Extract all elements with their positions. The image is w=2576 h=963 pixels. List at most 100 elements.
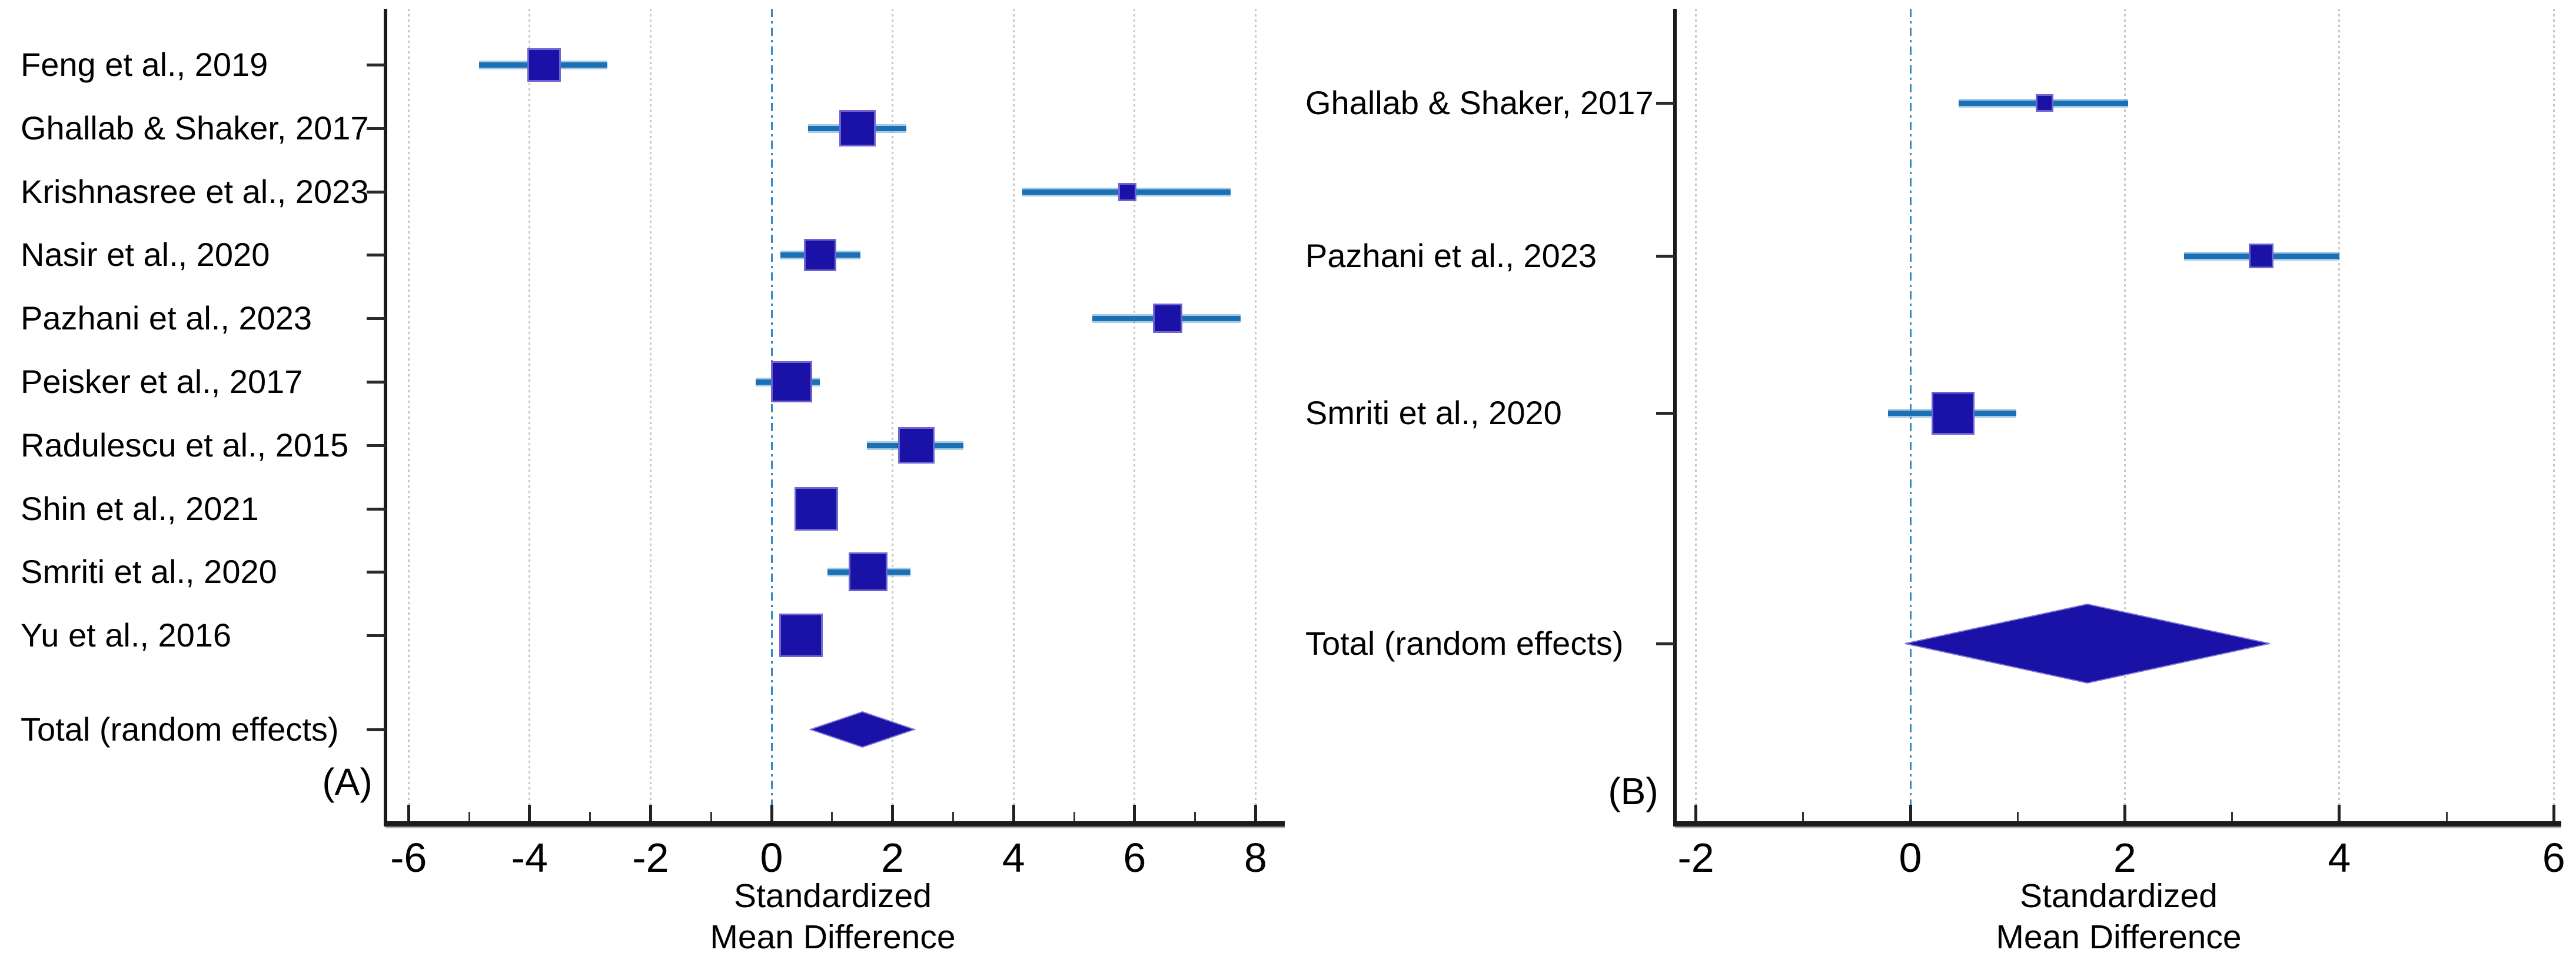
x-axis-title-line: Standardized bbox=[2020, 877, 2218, 915]
row-tick bbox=[367, 634, 385, 637]
zero-reference-line bbox=[770, 9, 773, 821]
x-tick bbox=[528, 805, 531, 821]
gridline bbox=[2338, 9, 2341, 821]
study-label: Pazhani et al., 2023 bbox=[1305, 237, 1597, 274]
gridline bbox=[1134, 9, 1136, 821]
x-tick-label: 4 bbox=[2328, 835, 2351, 881]
effect-size-square bbox=[1153, 304, 1183, 333]
effect-size-square bbox=[779, 614, 823, 657]
study-label: Smriti et al., 2020 bbox=[1305, 394, 1562, 431]
row-tick bbox=[1656, 254, 1675, 258]
x-minor-tick bbox=[589, 812, 591, 821]
x-tick bbox=[1012, 805, 1015, 821]
x-minor-tick bbox=[468, 812, 470, 821]
x-tick-label: 2 bbox=[881, 835, 905, 881]
x-tick-label: 2 bbox=[2113, 835, 2136, 881]
x-tick bbox=[1133, 805, 1136, 821]
x-tick bbox=[2552, 805, 2555, 821]
x-minor-tick bbox=[1194, 812, 1196, 821]
summary-diamond bbox=[1903, 602, 2272, 688]
x-minor-tick bbox=[710, 812, 712, 821]
x-tick bbox=[891, 805, 895, 821]
summary-diamond-shape bbox=[808, 711, 916, 748]
effect-size-square bbox=[803, 238, 836, 271]
x-tick-label: 6 bbox=[1123, 835, 1146, 881]
row-tick bbox=[1656, 411, 1675, 415]
study-label: Pazhani et al., 2023 bbox=[21, 299, 313, 336]
effect-size-square bbox=[1932, 391, 1975, 435]
row-tick bbox=[367, 444, 385, 447]
row-tick bbox=[367, 380, 385, 384]
x-minor-tick bbox=[1073, 812, 1075, 821]
effect-size-square bbox=[770, 361, 812, 402]
x-axis-title-line: Mean Difference bbox=[710, 918, 956, 956]
y-axis-spine bbox=[1673, 9, 1677, 827]
gridline bbox=[2123, 9, 2126, 821]
effect-size-square bbox=[795, 487, 839, 531]
total-label: Total (random effects) bbox=[21, 711, 339, 748]
x-tick-label: -4 bbox=[511, 835, 548, 881]
study-label: Peisker et al., 2017 bbox=[21, 363, 303, 400]
row-tick bbox=[367, 63, 385, 66]
x-tick bbox=[2338, 805, 2341, 821]
x-minor-tick bbox=[831, 812, 833, 821]
x-tick-label: -2 bbox=[1677, 835, 1714, 881]
panel-letter: (A) bbox=[322, 761, 373, 803]
x-minor-tick bbox=[2231, 812, 2233, 821]
study-label: Radulescu et al., 2015 bbox=[21, 426, 349, 464]
gridline bbox=[1012, 9, 1015, 821]
x-axis-shadow-line bbox=[385, 827, 1285, 828]
x-tick bbox=[1909, 805, 1912, 821]
x-minor-tick bbox=[952, 812, 954, 821]
y-axis-spine bbox=[384, 9, 387, 827]
row-tick bbox=[367, 728, 385, 731]
effect-size-square bbox=[2248, 244, 2273, 268]
x-axis-title: Standardized Mean Difference bbox=[1854, 875, 2384, 958]
x-tick bbox=[770, 805, 773, 821]
x-tick-label: -6 bbox=[390, 835, 427, 881]
row-tick bbox=[1656, 642, 1675, 645]
effect-size-square bbox=[1118, 182, 1136, 201]
row-tick bbox=[367, 126, 385, 130]
x-axis-shadow-line bbox=[1675, 827, 2561, 828]
gridline bbox=[649, 9, 652, 821]
x-tick-label: 0 bbox=[1899, 835, 1922, 881]
x-axis-title-line: Standardized bbox=[734, 877, 932, 915]
effect-size-square bbox=[849, 552, 888, 591]
x-tick bbox=[649, 805, 652, 821]
row-tick bbox=[1656, 101, 1675, 105]
x-axis-line bbox=[1675, 821, 2561, 827]
x-tick-label: 6 bbox=[2542, 835, 2565, 881]
effect-size-square bbox=[2035, 94, 2053, 112]
x-tick-label: 4 bbox=[1002, 835, 1025, 881]
panel-letter: (B) bbox=[1608, 770, 1658, 812]
x-tick bbox=[2123, 805, 2126, 821]
gridline bbox=[529, 9, 531, 821]
summary-diamond-shape bbox=[1904, 603, 2270, 684]
x-axis-title-line: Mean Difference bbox=[1996, 918, 2242, 956]
gridline bbox=[1695, 9, 1697, 821]
row-tick bbox=[367, 190, 385, 194]
gridline bbox=[892, 9, 894, 821]
row-tick bbox=[367, 253, 385, 256]
x-tick-label: 8 bbox=[1244, 835, 1267, 881]
x-minor-tick bbox=[2016, 812, 2019, 821]
study-label: Krishnasree et al., 2023 bbox=[21, 173, 369, 210]
x-axis-line bbox=[385, 821, 1285, 827]
x-minor-tick bbox=[1802, 812, 1804, 821]
gridline bbox=[407, 9, 410, 821]
study-label: Yu et al., 2016 bbox=[21, 617, 232, 654]
effect-size-square bbox=[839, 110, 876, 146]
study-label: Shin et al., 2021 bbox=[21, 490, 259, 527]
row-tick bbox=[367, 316, 385, 320]
x-tick-label: -2 bbox=[632, 835, 669, 881]
effect-size-square bbox=[527, 48, 561, 82]
x-minor-tick bbox=[2445, 812, 2448, 821]
summary-diamond bbox=[808, 709, 917, 752]
x-tick bbox=[407, 805, 410, 821]
study-label: Nasir et al., 2020 bbox=[21, 236, 270, 273]
effect-size-square bbox=[898, 427, 935, 464]
study-label: Smriti et al., 2020 bbox=[21, 553, 277, 590]
x-tick bbox=[1254, 805, 1257, 821]
